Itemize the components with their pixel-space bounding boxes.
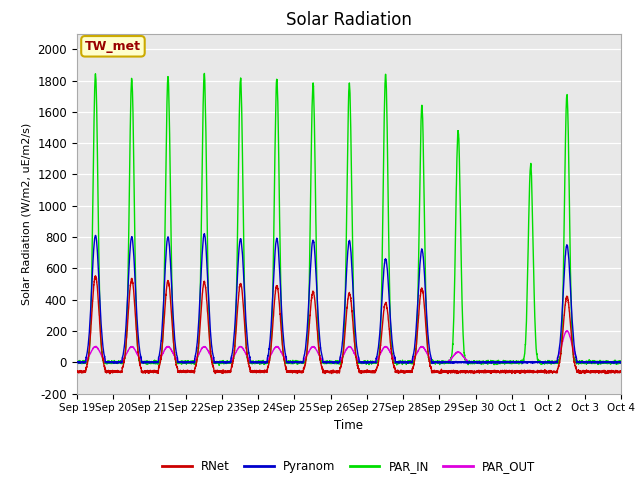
Legend: RNet, Pyranom, PAR_IN, PAR_OUT: RNet, Pyranom, PAR_IN, PAR_OUT — [157, 456, 540, 478]
Y-axis label: Solar Radiation (W/m2, uE/m2/s): Solar Radiation (W/m2, uE/m2/s) — [22, 122, 32, 305]
X-axis label: Time: Time — [334, 419, 364, 432]
Title: Solar Radiation: Solar Radiation — [286, 11, 412, 29]
Text: TW_met: TW_met — [85, 40, 141, 53]
